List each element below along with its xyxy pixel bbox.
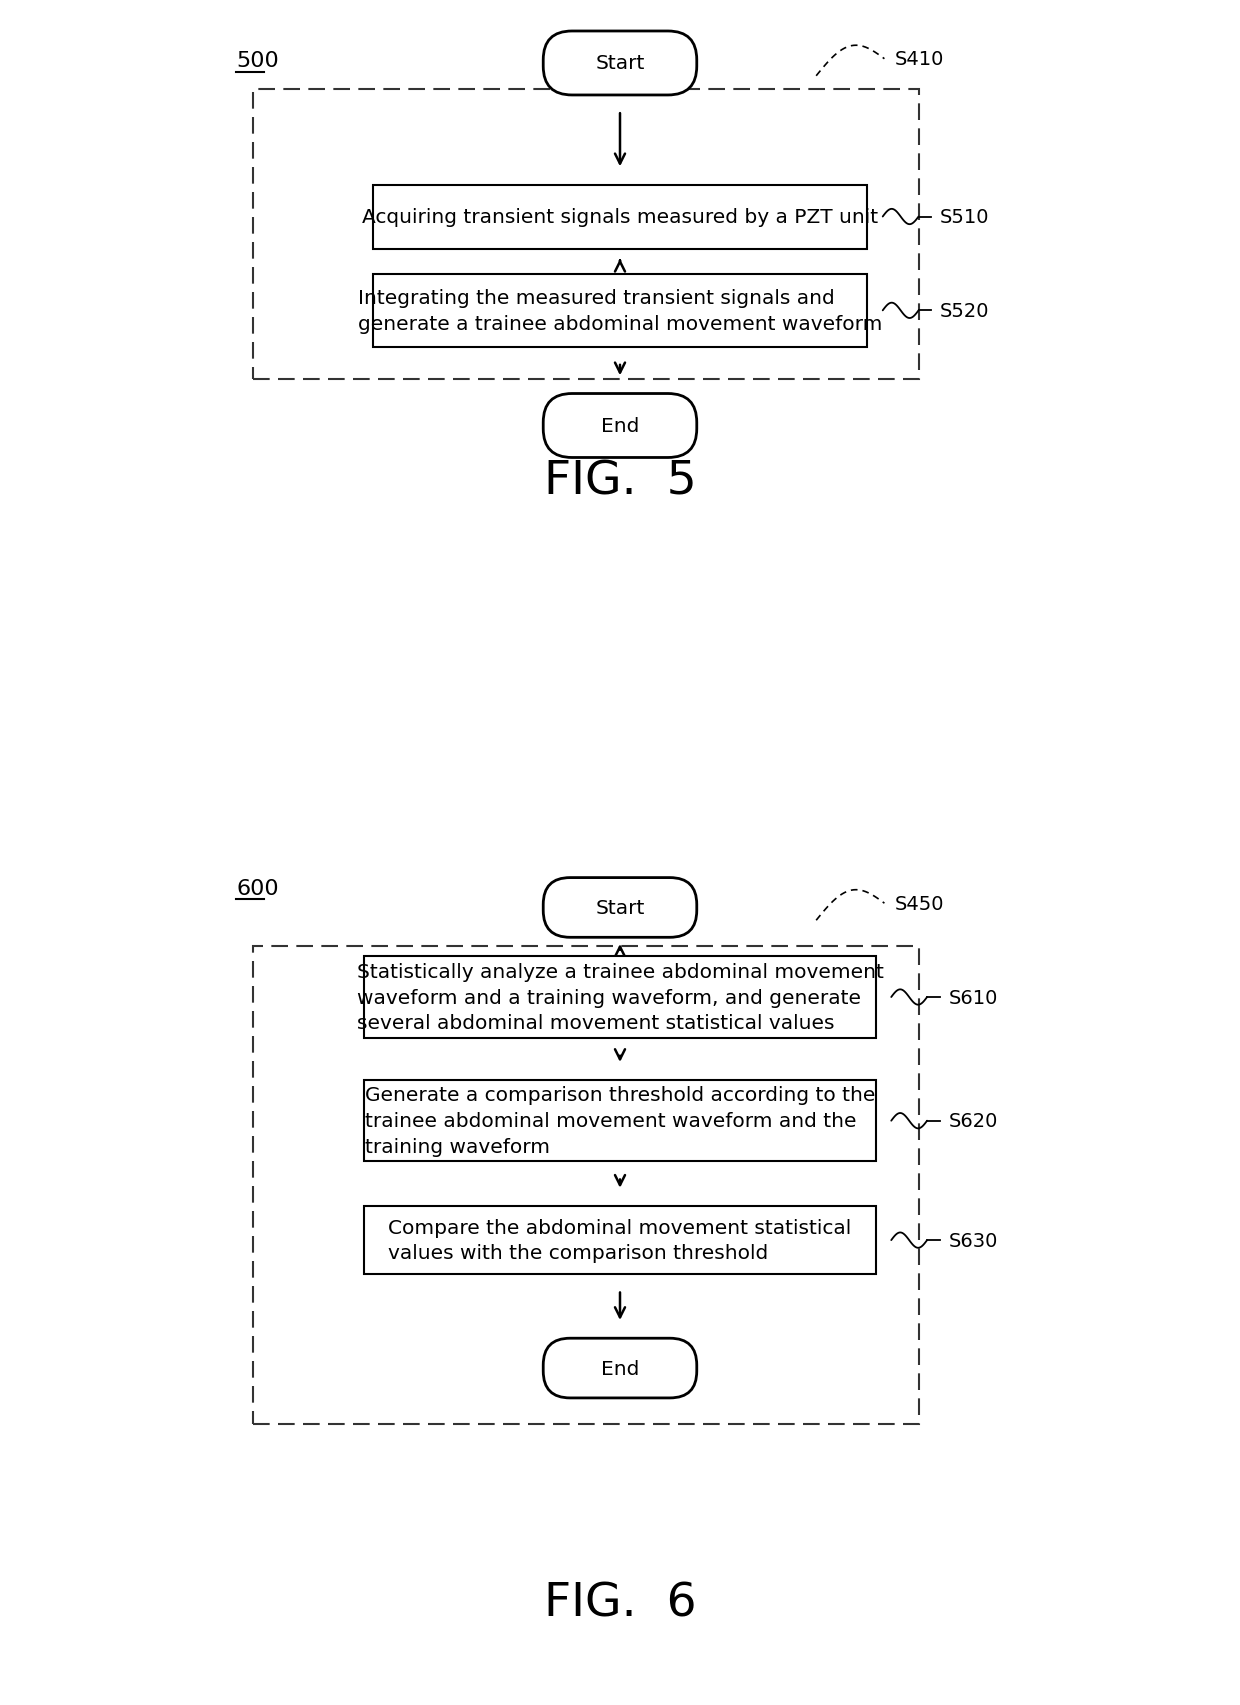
- Text: S630: S630: [949, 1231, 998, 1250]
- Text: 500: 500: [236, 51, 279, 72]
- Text: Integrating the measured transient signals and
generate a trainee abdominal move: Integrating the measured transient signa…: [358, 288, 882, 334]
- Text: S450: S450: [895, 893, 944, 914]
- Text: S410: S410: [895, 49, 944, 70]
- Text: FIG.  5: FIG. 5: [543, 459, 697, 505]
- Text: Acquiring transient signals measured by a PZT unit: Acquiring transient signals measured by …: [362, 208, 878, 227]
- Text: End: End: [601, 416, 639, 436]
- Text: Generate a comparison threshold according to the
trainee abdominal movement wave: Generate a comparison threshold accordin…: [365, 1086, 875, 1156]
- Text: Statistically analyze a trainee abdominal movement
waveform and a training wavef: Statistically analyze a trainee abdomina…: [357, 962, 883, 1033]
- Text: 600: 600: [236, 878, 279, 899]
- Text: S520: S520: [940, 302, 990, 321]
- FancyBboxPatch shape: [365, 957, 875, 1038]
- Bar: [253, 946, 919, 1424]
- Text: S620: S620: [949, 1112, 998, 1130]
- FancyBboxPatch shape: [373, 275, 867, 348]
- FancyBboxPatch shape: [543, 878, 697, 938]
- Text: S610: S610: [949, 987, 998, 1008]
- FancyBboxPatch shape: [373, 186, 867, 249]
- Text: Start: Start: [595, 899, 645, 917]
- FancyBboxPatch shape: [543, 394, 697, 459]
- FancyBboxPatch shape: [543, 32, 697, 95]
- Text: End: End: [601, 1359, 639, 1378]
- Text: S510: S510: [940, 208, 990, 227]
- FancyBboxPatch shape: [365, 1207, 875, 1275]
- Text: FIG.  6: FIG. 6: [543, 1581, 697, 1625]
- Bar: [253, 89, 919, 379]
- Text: Compare the abdominal movement statistical
values with the comparison threshold: Compare the abdominal movement statistic…: [388, 1217, 852, 1263]
- FancyBboxPatch shape: [543, 1338, 697, 1398]
- Text: Start: Start: [595, 55, 645, 73]
- FancyBboxPatch shape: [365, 1081, 875, 1161]
